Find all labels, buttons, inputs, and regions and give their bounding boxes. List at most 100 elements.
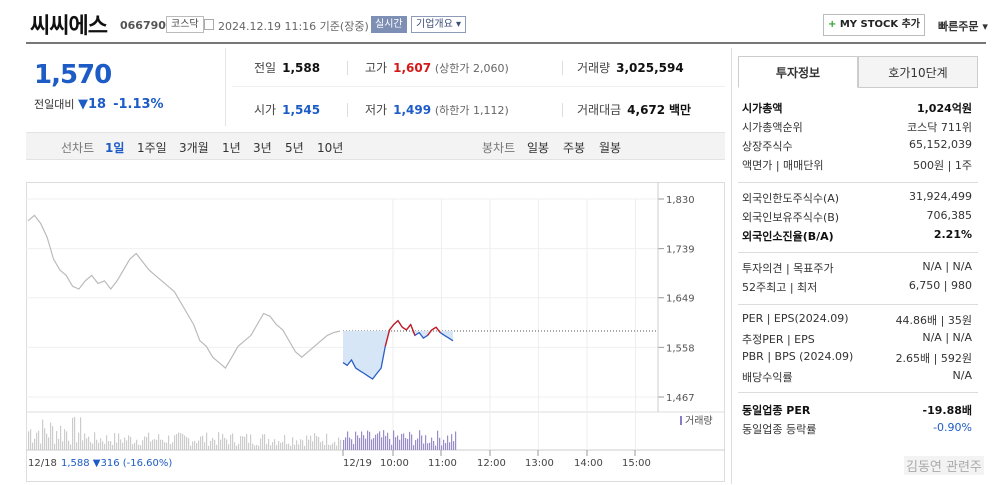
today-volume-bar [407, 438, 409, 450]
prev-volume-bar [182, 433, 184, 450]
panel-divider [738, 304, 978, 305]
invest-row: 동일업종 등락률 -0.90% [742, 421, 972, 439]
realtime-badge[interactable]: 실시간 [371, 16, 407, 33]
today-volume-bar [435, 445, 437, 450]
tab-3year[interactable]: 3년 [253, 141, 272, 155]
invest-row: 동일업종 PER -19.88배 [742, 402, 972, 420]
prev-volume-bar [110, 441, 112, 450]
prev-volume-bar [226, 439, 228, 450]
prev-volume-bar [244, 436, 246, 450]
divider [347, 103, 348, 117]
today-volume-bar [353, 444, 355, 450]
prev-volume-bar [294, 444, 296, 450]
change-label: 전일대비 [34, 98, 75, 111]
prev-volume-bar [278, 441, 280, 450]
today-volume-bar [423, 443, 425, 450]
invest-row: 외국인보유주식수(B) 706,385 [742, 209, 972, 227]
add-mystock-label: MY STOCK 추가 [839, 19, 921, 30]
today-volume-bar [349, 437, 351, 450]
prev-volume-bar [168, 435, 170, 450]
invest-row-value: 500원 | 1주 [913, 159, 972, 172]
above-prev-close-segment [389, 324, 395, 331]
today-volume-bar [421, 435, 423, 450]
prev-volume-bar [148, 432, 150, 450]
invest-row: 투자의견 | 목표주가 N/A | N/A [742, 260, 972, 278]
today-volume-bar [367, 430, 369, 450]
prev-volume-bar [150, 441, 152, 450]
quick-order-label: 빠른주문 [938, 20, 979, 33]
today-volume-bar [397, 435, 399, 450]
price-change-pct: -1.13% [113, 97, 164, 112]
prev-volume-bar [98, 442, 100, 450]
tab-invest-info[interactable]: 투자정보 [738, 56, 858, 88]
invest-row-value: N/A | N/A [922, 260, 972, 273]
y-tick-label: 1,830 [666, 195, 695, 206]
prev-volume-bar [42, 419, 44, 450]
invest-row: PBR | BPS (2024.09) 2.65배 | 592원 [742, 350, 972, 368]
prev-volume-bar [232, 433, 234, 450]
tab-monthly-candle[interactable]: 월봉 [599, 141, 622, 155]
tab-weekly-candle[interactable]: 주봉 [563, 141, 586, 155]
x-tick-label: 13:00 [525, 458, 554, 469]
panel-divider [738, 182, 978, 183]
add-mystock-button[interactable]: + MY STOCK 추가 [823, 14, 925, 36]
tab-daily-candle[interactable]: 일봉 [527, 141, 550, 155]
prev-volume-bar [266, 443, 268, 450]
invest-row-label: 동일업종 등락률 [742, 423, 817, 436]
invest-row: 시가총액순위 코스닥 711위 [742, 119, 972, 137]
tab-1week[interactable]: 1주일 [137, 141, 167, 155]
today-volume-bar [443, 439, 445, 450]
invest-row-label: 투자의견 | 목표주가 [742, 262, 834, 275]
prev-volume-bar [280, 442, 282, 450]
tab-3month[interactable]: 3개월 [179, 141, 209, 155]
invest-row: 상장주식수 65,152,039 [742, 138, 972, 156]
company-overview-button[interactable]: 기업개요 ▾ [411, 16, 467, 33]
stat-volume-label: 거래량 [577, 61, 611, 75]
chart-tabs: 선차트 1일 1주일 3개월 1년 3년 5년 10년 봉차트 일봉 주봉 월봉 [26, 132, 725, 160]
prev-volume-bar [202, 435, 204, 450]
prev-volume-bar [68, 440, 70, 450]
invest-row-value: 6,750 | 980 [908, 279, 972, 292]
invest-info-panel: 투자정보 호가10단계 시가총액 1,024억원 시가총액순위 코스닥 711위 상장주… [731, 48, 987, 484]
prev-volume-bar [78, 432, 80, 450]
tab-10year[interactable]: 10년 [317, 141, 344, 155]
today-volume-bar [453, 441, 455, 450]
today-volume-bar [399, 439, 401, 450]
quick-order-button[interactable]: 빠른주문 ▾ [938, 18, 988, 34]
today-volume-bar [401, 433, 403, 450]
prev-volume-bar [72, 417, 74, 450]
invest-row-label: 외국인보유주식수(B) [742, 211, 840, 224]
today-volume-bar [427, 443, 429, 450]
today-volume-bar [351, 439, 353, 450]
prev-volume-bar [264, 434, 266, 450]
tab-orderbook[interactable]: 호가10단계 [858, 56, 978, 88]
today-volume-bar [359, 438, 361, 450]
prev-volume-bar [252, 443, 254, 450]
tab-1year[interactable]: 1년 [222, 141, 241, 155]
tab-1day[interactable]: 1일 [105, 141, 125, 155]
prev-volume-bar [260, 438, 262, 450]
prev-volume-bar [248, 442, 250, 450]
panel-divider [738, 252, 978, 253]
invest-row-label: 상장주식수 [742, 140, 793, 153]
invest-tabs: 투자정보 호가10단계 [738, 56, 978, 88]
stat-low: 저가 1,499 (하한가 1,112) [365, 101, 509, 118]
prev-volume-bar [158, 434, 160, 450]
prev-volume-bar [56, 431, 58, 450]
prev-volume-bar [218, 432, 220, 450]
invest-row-value: N/A | N/A [922, 331, 972, 344]
chevron-down-icon: ▾ [456, 19, 462, 30]
invest-row: 52주최고 | 최저 6,750 | 980 [742, 279, 972, 297]
down-arrow-icon: ▼ [77, 97, 88, 112]
today-volume-bar [355, 431, 357, 450]
prev-volume-bar [164, 442, 166, 450]
invest-row: PER | EPS(2024.09) 44.86배 | 35원 [742, 312, 972, 330]
invest-row: 시가총액 1,024억원 [742, 100, 972, 118]
today-volume-bar [437, 430, 439, 450]
prev-volume-bar [112, 444, 114, 450]
today-volume-bar [409, 431, 411, 450]
prev-volume-bar [310, 435, 312, 450]
prev-volume-bar [146, 436, 148, 450]
prev-volume-bar [328, 444, 330, 450]
tab-5year[interactable]: 5년 [285, 141, 304, 155]
